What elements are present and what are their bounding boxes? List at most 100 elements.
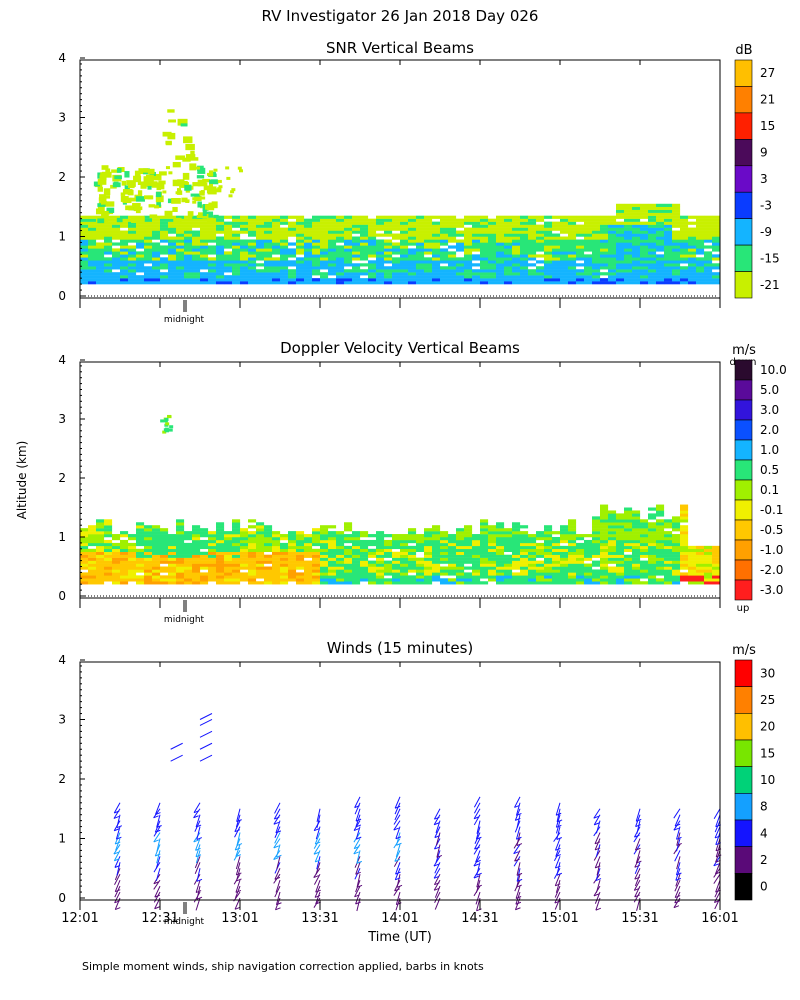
doppler-cell <box>432 569 441 573</box>
snr-cell <box>440 227 449 231</box>
doppler-cell <box>344 554 353 558</box>
snr-cell <box>448 266 457 270</box>
snr-cell <box>192 233 201 237</box>
snr-cell <box>192 266 201 270</box>
doppler-cell <box>136 569 145 573</box>
doppler-cell <box>656 519 665 523</box>
wind-barb <box>713 808 721 820</box>
snr-cell <box>152 218 161 222</box>
snr-cell <box>96 278 105 282</box>
snr-cell <box>216 245 225 249</box>
snr-cell <box>680 260 689 264</box>
doppler-cell <box>248 578 257 582</box>
doppler-cell <box>416 563 425 567</box>
snr-cell <box>440 242 449 246</box>
snr-cell <box>184 245 193 249</box>
doppler-cell <box>376 581 385 585</box>
doppler-cell <box>464 542 473 547</box>
snr-cell <box>672 257 681 261</box>
doppler-cell <box>392 581 401 585</box>
colorbar-swatch <box>734 846 753 874</box>
wind-barb-flag <box>114 810 120 814</box>
snr-cell <box>120 254 129 258</box>
doppler-cell <box>152 572 161 576</box>
doppler-cell <box>280 575 289 579</box>
snr-cell <box>432 245 441 249</box>
snr-cell <box>400 227 409 231</box>
doppler-cell <box>664 578 673 582</box>
doppler-cell <box>208 548 217 552</box>
snr-field <box>80 109 721 285</box>
snr-cell <box>185 199 190 203</box>
doppler-cell <box>160 531 169 535</box>
doppler-cell <box>96 569 105 573</box>
doppler-cell <box>432 554 441 558</box>
snr-cell <box>672 278 681 282</box>
snr-cell <box>200 221 209 225</box>
snr-cell <box>488 239 497 243</box>
snr-cell <box>224 275 233 279</box>
doppler-cell <box>144 554 153 558</box>
doppler-cell <box>344 563 353 567</box>
snr-cell <box>360 269 369 273</box>
snr-cell <box>120 224 129 228</box>
snr-cell <box>536 266 545 270</box>
doppler-cell <box>600 519 609 523</box>
snr-cell <box>520 248 529 252</box>
snr-cell <box>624 251 633 255</box>
snr-cell <box>576 281 585 285</box>
snr-cell <box>134 170 141 178</box>
snr-cell <box>224 251 233 255</box>
doppler-cell <box>136 566 145 570</box>
y-tick-label: 4 <box>58 353 66 367</box>
doppler-cell <box>568 569 577 573</box>
snr-cell <box>392 242 401 246</box>
doppler-cell <box>216 525 225 529</box>
doppler-cell <box>384 560 393 564</box>
wind-barb-flag <box>193 839 199 843</box>
snr-cell <box>440 224 449 228</box>
snr-cell <box>704 260 713 264</box>
snr-cell <box>232 260 241 264</box>
doppler-cell <box>320 575 329 579</box>
doppler-cell <box>472 572 481 576</box>
snr-cell <box>432 233 441 237</box>
snr-cell <box>88 254 97 258</box>
wind-barb <box>674 885 681 898</box>
doppler-cell <box>216 528 225 532</box>
snr-cell <box>544 272 553 276</box>
doppler-cell <box>328 563 337 567</box>
snr-cell <box>472 236 481 240</box>
snr-cell <box>200 251 209 255</box>
doppler-cell <box>328 525 337 529</box>
doppler-cell <box>648 537 657 541</box>
doppler-cell <box>168 575 177 579</box>
snr-cell <box>568 251 577 255</box>
snr-cell <box>88 230 97 234</box>
colorbar-swatch <box>734 139 753 167</box>
wind-barb <box>515 826 521 840</box>
doppler-cell <box>160 566 169 570</box>
wind-barb-flag <box>394 888 400 892</box>
snr-cell <box>672 242 681 246</box>
snr-cell <box>232 218 241 222</box>
snr-cell <box>152 236 161 240</box>
snr-cell <box>144 260 153 264</box>
doppler-cell <box>584 575 593 579</box>
wind-barb <box>476 820 481 834</box>
snr-cell <box>136 254 145 258</box>
snr-cell <box>96 215 105 219</box>
doppler-cell <box>688 578 697 582</box>
snr-cell <box>232 221 241 225</box>
wind-barb-flag <box>114 900 120 904</box>
snr-cell <box>568 275 577 279</box>
wind-barb <box>196 885 201 900</box>
snr-cell <box>88 278 97 282</box>
snr-cell <box>600 260 609 264</box>
snr-cell <box>456 242 465 246</box>
wind-barb <box>199 742 213 750</box>
snr-cell <box>224 257 233 261</box>
doppler-cell <box>120 566 129 570</box>
wind-barb <box>315 826 321 840</box>
snr-cell <box>264 260 273 264</box>
